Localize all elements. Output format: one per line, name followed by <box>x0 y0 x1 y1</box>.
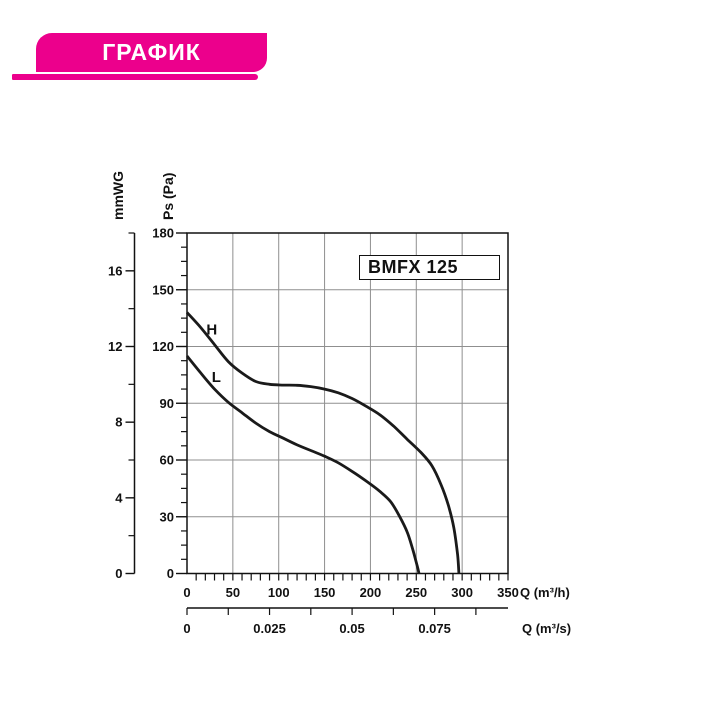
mmwg-tick-label: 8 <box>115 415 122 430</box>
curve-H <box>185 311 461 574</box>
x-tick-label: 250 <box>405 585 427 600</box>
pa-tick-label: 30 <box>160 509 174 524</box>
x-tick-label: 200 <box>360 585 382 600</box>
x2-axis-title: Q (m³/s) <box>522 621 571 636</box>
mmwg-axis-title: mmWG <box>110 171 126 220</box>
mmwg-tick-label: 12 <box>108 339 122 354</box>
pa-axis-title: Ps (Pa) <box>160 173 176 220</box>
mmwg-tick-label: 4 <box>115 490 123 505</box>
mmwg-tick-label: 0 <box>115 566 122 581</box>
x-tick-label: 300 <box>451 585 473 600</box>
pa-tick-label: 120 <box>152 339 174 354</box>
x-tick-label: 50 <box>226 585 240 600</box>
x2-tick-label: 0.075 <box>418 621 451 636</box>
model-label-box: BMFX 125 <box>359 255 500 280</box>
pa-tick-label: 0 <box>167 566 174 581</box>
x-tick-label: 100 <box>268 585 290 600</box>
x-tick-label: 350 <box>497 585 519 600</box>
curve-label-H: H <box>206 321 217 338</box>
banner-label: ГРАФИК <box>102 39 201 65</box>
x-axis-title: Q (m³/h) <box>520 585 570 600</box>
banner-underline-swoosh <box>12 74 258 80</box>
pa-tick-label: 90 <box>160 396 174 411</box>
x-tick-label: 0 <box>183 585 190 600</box>
x2-tick-label: 0 <box>183 621 190 636</box>
x2-tick-label: 0.05 <box>339 621 364 636</box>
model-label: BMFX 125 <box>368 257 459 277</box>
title-banner: ГРАФИК <box>36 33 267 72</box>
pa-tick-label: 60 <box>160 453 174 468</box>
x2-tick-label: 0.025 <box>253 621 286 636</box>
curve-label-L: L <box>212 369 221 386</box>
mmwg-tick-label: 16 <box>108 263 122 278</box>
curve-L <box>185 355 421 574</box>
pa-tick-label: 150 <box>152 282 174 297</box>
pa-tick-label: 180 <box>152 226 174 241</box>
x-tick-label: 150 <box>314 585 336 600</box>
